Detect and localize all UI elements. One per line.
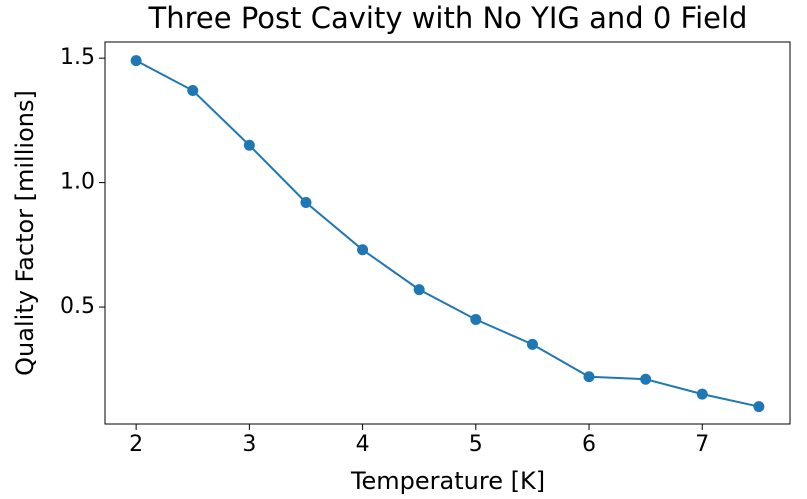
point <box>300 197 312 209</box>
point <box>640 373 652 385</box>
x-tick-label: 7 <box>695 432 709 457</box>
y-tick-label: 0.5 <box>60 294 95 319</box>
point <box>130 55 142 67</box>
point <box>357 244 369 256</box>
point <box>413 284 425 296</box>
point <box>583 371 595 383</box>
line <box>135 59 760 408</box>
x-tick-label: 4 <box>356 432 370 457</box>
x-tick-label: 3 <box>242 432 256 457</box>
point <box>753 401 765 413</box>
chart-title: Three Post Cavity with No YIG and 0 Fiel… <box>148 1 748 35</box>
x-tick-label: 5 <box>469 432 483 457</box>
plot-frame <box>104 41 791 425</box>
y-axis-label: Quality Factor [millions] <box>11 90 39 376</box>
y-tick-label: 1.0 <box>60 170 95 195</box>
point <box>696 388 708 400</box>
point <box>526 338 538 350</box>
x-axis-label: Temperature [K] <box>350 467 545 495</box>
point <box>470 313 482 325</box>
x-tick-label: 2 <box>129 432 143 457</box>
point <box>243 139 255 151</box>
point <box>187 85 199 97</box>
x-tick-label: 6 <box>582 432 596 457</box>
y-tick-label: 1.5 <box>60 45 95 70</box>
